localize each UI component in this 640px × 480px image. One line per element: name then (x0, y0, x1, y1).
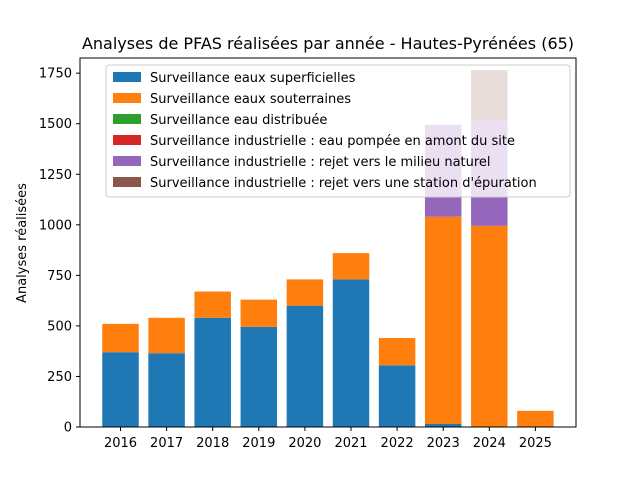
legend-swatch (113, 135, 141, 145)
x-tick-label: 2020 (288, 436, 321, 451)
bar-2023-series-1 (424, 216, 462, 424)
legend-entry: Surveillance eau distribuée (150, 113, 327, 128)
y-tick-label: 1250 (39, 168, 72, 183)
bar-2024-series-1 (471, 225, 508, 427)
y-tick-label: 250 (47, 370, 72, 385)
bar-2021-series-1 (332, 253, 370, 280)
legend-swatch (113, 177, 141, 187)
x-tick-label: 2024 (473, 436, 506, 451)
y-tick-label: 1500 (39, 117, 72, 132)
x-tick-label: 2019 (242, 436, 275, 451)
y-tick-label: 1000 (39, 218, 72, 233)
bar-2023-series-0 (424, 423, 462, 427)
bar-2017-series-0 (148, 353, 185, 427)
y-tick-label: 0 (64, 421, 72, 436)
y-tick-label: 500 (47, 319, 72, 334)
chart-title: Analyses de PFAS réalisées par année - H… (82, 34, 574, 53)
legend-swatch (113, 156, 141, 166)
legend-entry: Surveillance eaux superficielles (150, 71, 356, 86)
bar-2018-series-0 (194, 317, 231, 427)
bar-2018-series-1 (194, 291, 231, 318)
bar-2019-series-1 (240, 299, 278, 327)
bar-2017-series-1 (148, 317, 185, 354)
x-tick-label: 2022 (381, 436, 414, 451)
legend-entry: Surveillance industrielle : eau pompée e… (150, 134, 515, 149)
bar-2021-series-0 (332, 279, 370, 427)
bar-2019-series-0 (240, 326, 278, 427)
x-tick-label: 2017 (150, 436, 183, 451)
legend-swatch (113, 72, 141, 82)
legend-swatch (113, 93, 141, 103)
bar-2025-series-1 (517, 410, 554, 427)
legend-entry: Surveillance industrielle : rejet vers u… (150, 176, 537, 191)
bar-2022-series-1 (378, 338, 416, 366)
legend-entry: Surveillance industrielle : rejet vers l… (150, 155, 491, 170)
bar-2020-series-0 (286, 305, 324, 427)
x-tick-label: 2018 (196, 436, 229, 451)
bar-2016-series-1 (102, 323, 139, 353)
legend-box (105, 64, 571, 198)
bar-2016-series-0 (102, 352, 139, 427)
x-tick-label: 2016 (104, 436, 137, 451)
x-tick-label: 2021 (334, 436, 367, 451)
bar-2022-series-0 (378, 365, 416, 427)
x-tick-label: 2025 (519, 436, 552, 451)
x-axis: 2016 2017 2018 2019 2020 2021 2022 2023 2024 2025 (104, 427, 552, 451)
legend: Surveillance eaux superficielles Surveill… (105, 64, 571, 198)
y-axis-label: Analyses réalisées (15, 183, 30, 303)
legend-entry: Surveillance eaux souterraines (150, 92, 351, 107)
y-tick-label: 750 (47, 269, 72, 284)
legend-swatch (113, 114, 141, 124)
y-axis: 0 250 500 750 1000 1250 1500 1750 (39, 67, 80, 436)
y-tick-label: 1750 (39, 67, 72, 82)
x-tick-label: 2023 (427, 436, 460, 451)
bar-2020-series-1 (286, 279, 324, 306)
plot-frame (79, 57, 577, 428)
